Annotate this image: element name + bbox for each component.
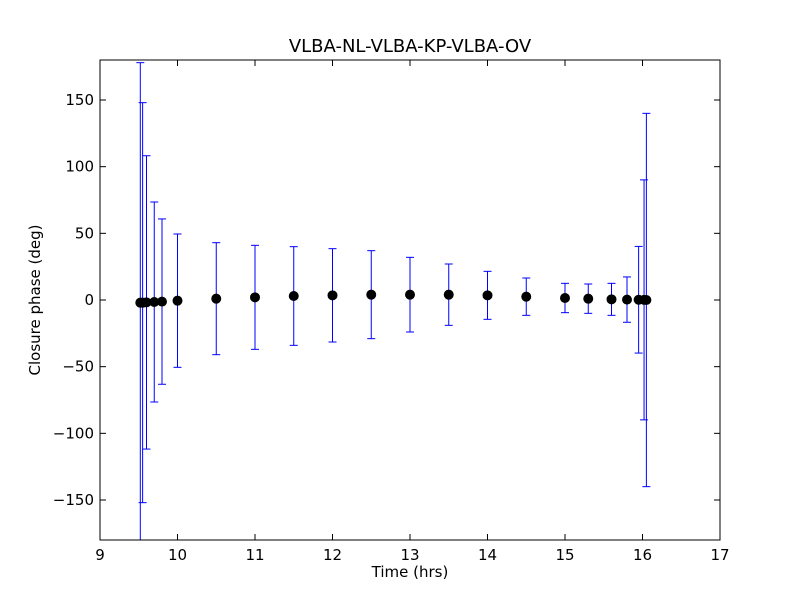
y-axis-ticks: −150 −100 −50 0 50 100 150 xyxy=(53,91,720,509)
x-axis-ticks: 9 10 11 12 13 14 15 16 17 xyxy=(95,60,730,564)
x-tick-label: 16 xyxy=(633,546,652,564)
x-tick-label: 9 xyxy=(95,546,105,564)
data-point xyxy=(583,293,594,304)
y-tick-label: 150 xyxy=(65,91,94,109)
data-point xyxy=(482,290,493,301)
x-tick-label: 14 xyxy=(478,546,497,564)
data-point xyxy=(622,294,632,305)
y-tick-label: −150 xyxy=(53,491,94,509)
chart-title: VLBA-NL-VLBA-KP-VLBA-OV xyxy=(289,36,532,57)
data-point xyxy=(606,294,617,305)
data-point xyxy=(327,290,338,301)
data-point xyxy=(157,296,167,307)
x-tick-label: 15 xyxy=(555,546,574,564)
data-point xyxy=(641,295,652,305)
data-point xyxy=(405,289,415,300)
x-tick-label: 12 xyxy=(323,546,342,564)
data-points xyxy=(135,289,652,308)
data-point xyxy=(521,291,532,302)
y-tick-label: −100 xyxy=(53,424,94,442)
y-tick-label: 50 xyxy=(75,224,94,242)
x-tick-label: 17 xyxy=(710,546,729,564)
data-point xyxy=(443,289,454,300)
y-tick-label: −50 xyxy=(62,358,94,376)
data-point xyxy=(366,289,377,300)
y-tick-label: 100 xyxy=(65,158,94,176)
x-tick-label: 11 xyxy=(245,546,264,564)
data-point xyxy=(288,291,299,301)
data-point xyxy=(250,292,260,303)
x-tick-label: 10 xyxy=(168,546,187,564)
data-point xyxy=(560,293,570,303)
data-point xyxy=(211,293,222,304)
y-tick-label: 0 xyxy=(84,291,94,309)
y-axis-title: Closure phase (deg) xyxy=(26,225,44,376)
x-axis-title: Time (hrs) xyxy=(371,563,449,581)
x-tick-label: 13 xyxy=(400,546,419,564)
data-point xyxy=(172,295,183,306)
